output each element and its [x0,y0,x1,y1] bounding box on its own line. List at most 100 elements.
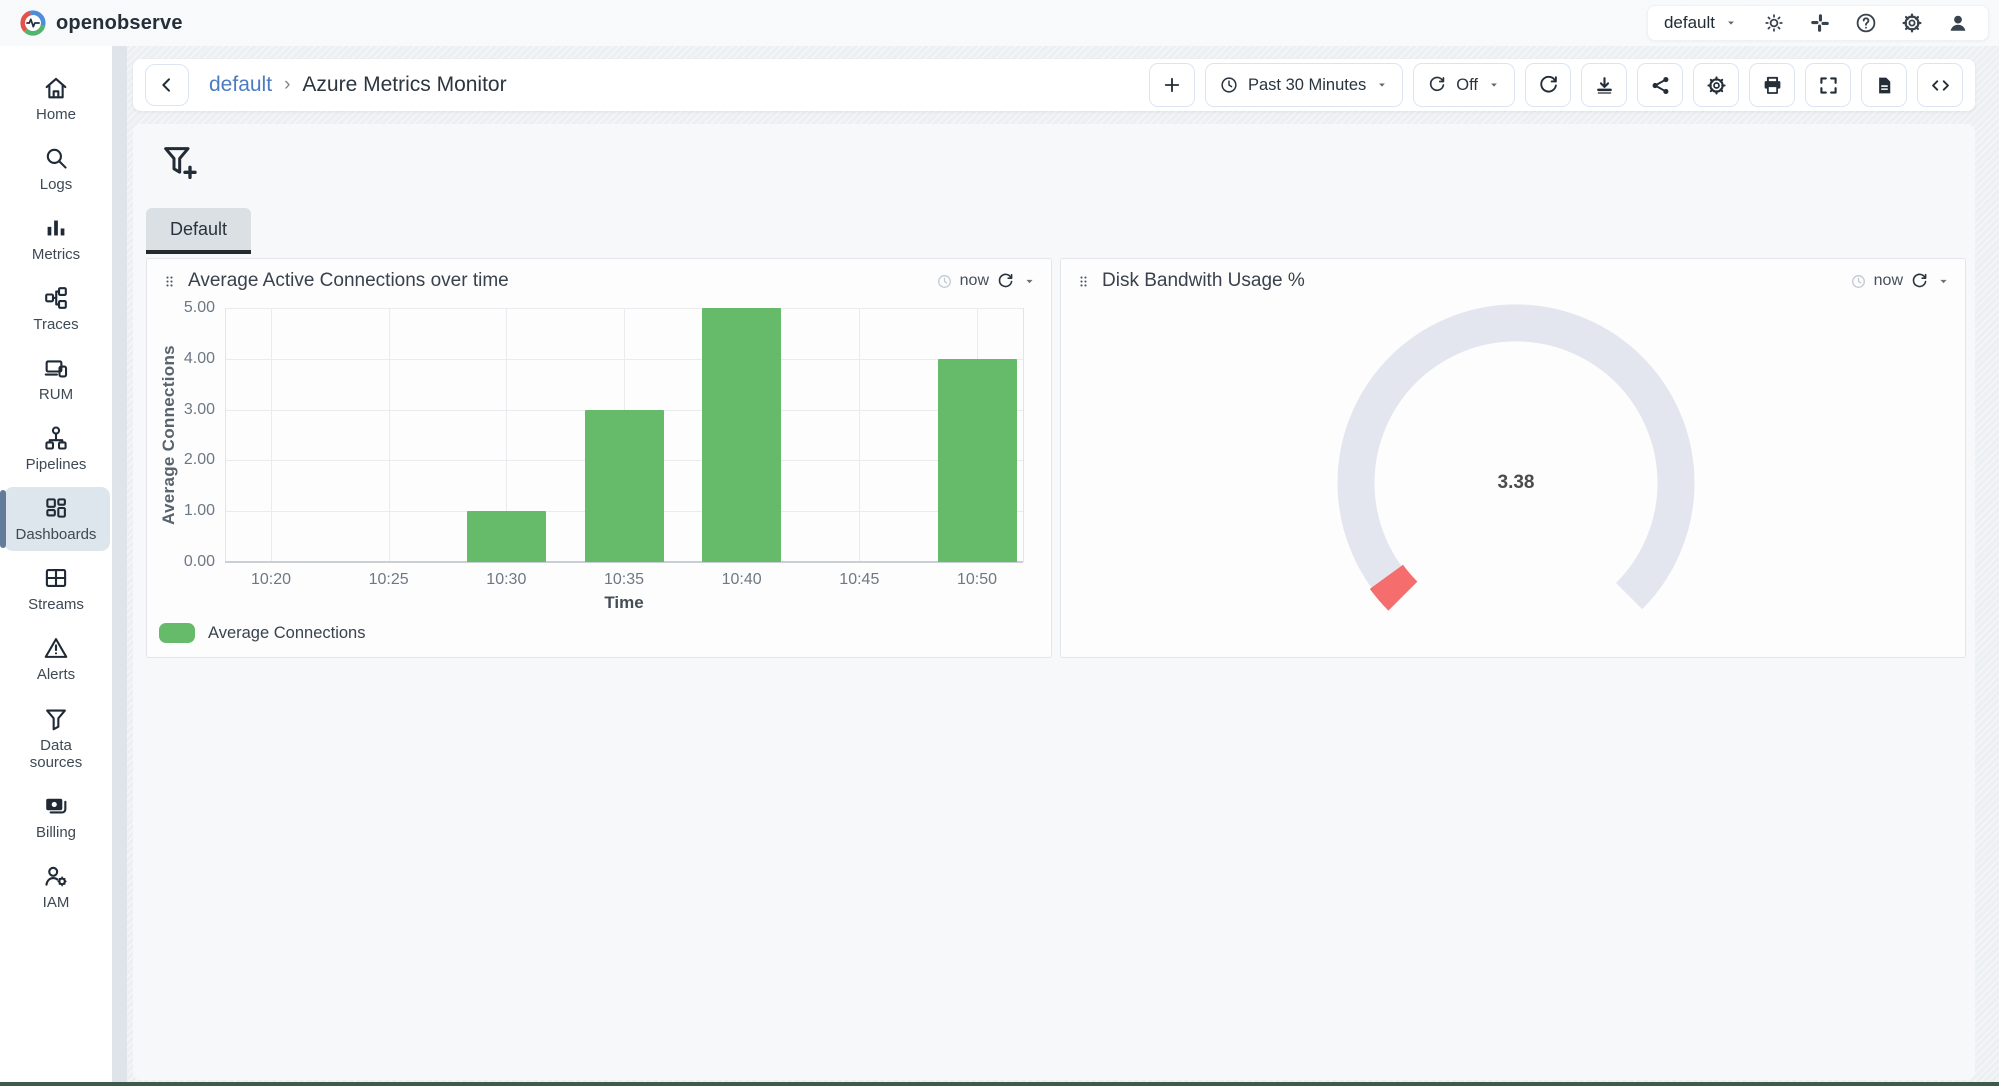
breadcrumb-org-link[interactable]: default [209,73,273,96]
sidebar-item-traces[interactable]: Traces [0,274,112,344]
search-icon [42,144,70,172]
panel-header: Disk Bandwith Usage % now [1061,259,1965,303]
panel-refresh-time: now [1873,272,1903,289]
gauge-track [1337,304,1695,610]
add-panel-button[interactable] [1148,63,1195,107]
code-icon [1929,74,1952,97]
sidebar-item-iam[interactable]: IAM [0,852,112,922]
gear-button[interactable] [1693,63,1739,107]
alerts-icon [42,634,70,662]
fullscreen-button[interactable] [1805,63,1851,107]
caret-down-icon [1375,78,1389,92]
sidebar-item-alerts[interactable]: Alerts [0,624,112,694]
billing-icon [42,792,70,820]
code-button[interactable] [1917,63,1963,107]
print-button[interactable] [1749,63,1795,107]
sidebar-item-streams[interactable]: Streams [0,554,112,624]
doc-button[interactable] [1861,63,1907,107]
caret-down-icon [1487,78,1501,92]
panel-refresh-button[interactable] [1910,272,1929,291]
y-axis-tick: 1.00 [183,502,215,520]
chart-legend[interactable]: Average Connections [159,623,365,643]
dashboard-content: Default Average Active Connections over … [133,124,1975,1080]
bar-10:50[interactable] [937,358,1017,562]
bar-10:35[interactable] [584,409,664,562]
y-axis-tick: 5.00 [183,299,215,316]
dashboard-header: default › Azure Metrics Monitor Past 30 … [133,59,1975,111]
clock-icon [1850,273,1867,290]
add-filter-button[interactable] [159,142,199,182]
x-axis-tick: 10:50 [956,571,998,588]
chevron-down-icon [1724,16,1738,30]
rum-icon [42,354,70,382]
time-range-selector[interactable]: Past 30 Minutes [1204,63,1404,107]
y-axis-tick: 3.00 [183,400,215,418]
caret-down-icon[interactable] [1936,274,1951,289]
drag-handle-icon[interactable] [1075,273,1092,290]
sidebar-item-rum[interactable]: RUM [0,344,112,414]
settings-button[interactable] [1900,11,1924,35]
panels-row: Average Active Connections over time now… [146,258,1966,658]
bar-10:30[interactable] [466,511,546,562]
profile-button[interactable] [1946,11,1970,35]
sidebar-item-label: RUM [38,386,74,404]
sidebar-nav: Home Logs Metrics Traces RUM Pipelines Dashboa… [0,46,112,1082]
tab-default[interactable]: Default [146,208,252,254]
back-button[interactable] [145,64,189,106]
brand-logo[interactable]: openobserve [18,8,183,38]
y-axis-tick: 0.00 [183,553,215,570]
sidebar-item-pipelines[interactable]: Pipelines [0,414,112,484]
metrics-icon [42,214,70,242]
sidebar-item-dashboards[interactable]: Dashboards [0,484,112,554]
auto-refresh-value: Off [1456,75,1478,94]
y-axis-tick: 4.00 [183,349,215,367]
drag-handle-icon[interactable] [161,273,178,290]
vertical-scrollbar[interactable] [112,46,127,1082]
gridline [859,308,861,562]
sidebar-item-label: Logs [39,176,73,194]
org-selector-value: default [1663,13,1715,32]
iam-icon [42,862,70,890]
x-axis-tick: 10:45 [839,571,880,588]
breadcrumb-separator: › [284,74,291,95]
x-axis-tick: 10:30 [486,571,527,588]
topbar-controls: default [1646,5,1989,41]
auto-refresh-selector[interactable]: Off [1413,63,1515,107]
sidebar-item-label: Billing [35,824,77,842]
help-button[interactable] [1854,11,1878,35]
sidebar-item-home[interactable]: Home [0,64,112,134]
theme-toggle-button[interactable] [1762,11,1786,35]
brand-name: openobserve [56,11,183,34]
y-axis-tick: 2.00 [183,451,215,469]
clock-icon [936,273,953,290]
x-axis-tick: 10:25 [368,571,409,588]
sidebar-item-logs[interactable]: Logs [0,134,112,204]
breadcrumb: default › Azure Metrics Monitor [209,73,507,97]
chevron-left-icon [156,74,178,96]
sidebar-item-label: Metrics [31,246,81,264]
plot-border [1023,308,1024,562]
time-range-value: Past 30 Minutes [1247,75,1367,94]
doc-icon [1873,74,1896,97]
gear-icon [1900,11,1924,35]
sidebar-item-data-sources[interactable]: Data sources [0,694,112,782]
org-selector[interactable]: default [1664,13,1738,33]
caret-down-icon[interactable] [1022,274,1037,289]
gauge-fill [1369,564,1418,611]
slack-button[interactable] [1808,11,1832,35]
panel-title: Disk Bandwith Usage % [1102,270,1305,291]
gear-icon [1705,74,1728,97]
active-item-background [4,487,110,551]
dashboards-icon [42,494,70,522]
panel-refresh-button[interactable] [996,272,1015,291]
x-axis-tick: 10:20 [250,571,292,588]
sidebar-item-label: Traces [33,316,79,334]
refresh-button[interactable] [1525,63,1571,107]
sidebar-item-billing[interactable]: Billing [0,782,112,852]
share-button[interactable] [1637,63,1683,107]
sidebar-item-metrics[interactable]: Metrics [0,204,112,274]
gridline [388,308,390,562]
download-button[interactable] [1581,63,1627,107]
refresh-icon [1537,74,1560,97]
bar-10:40[interactable] [702,308,782,562]
